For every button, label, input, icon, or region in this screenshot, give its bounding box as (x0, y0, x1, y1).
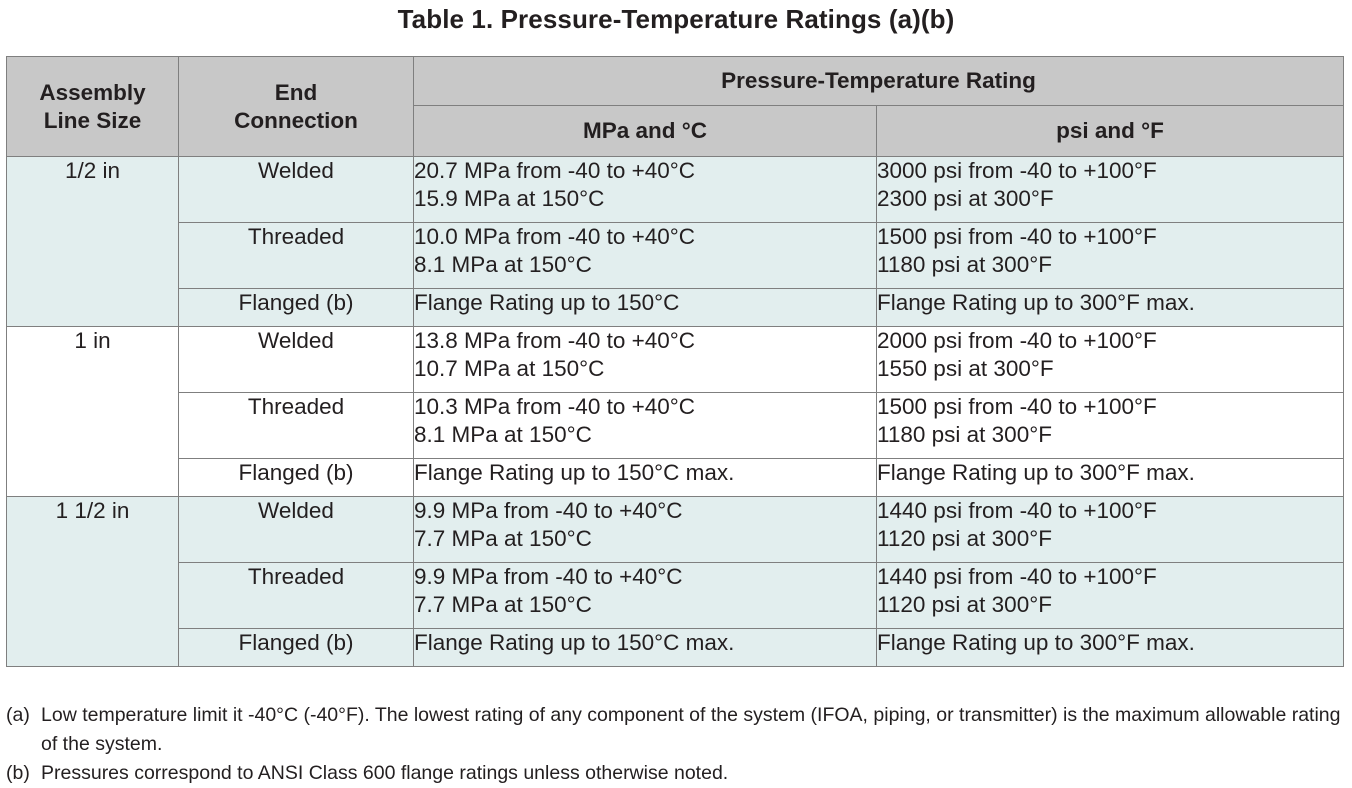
pressure-temperature-table: Assembly Line Size End Connection Pressu… (6, 56, 1344, 667)
metric-rating-cell: 13.8 MPa from -40 to +40°C 10.7 MPa at 1… (413, 326, 877, 393)
footnote-b: (b) Pressures correspond to ANSI Class 6… (6, 759, 1346, 788)
end-connection-cell: Threaded (178, 392, 414, 459)
table-row: Threaded 10.3 MPa from -40 to +40°C 8.1 … (7, 392, 1344, 459)
table-row: Flanged (b) Flange Rating up to 150°C Fl… (7, 288, 1344, 327)
header-assembly-line-size: Assembly Line Size (6, 56, 179, 157)
table-row: 1 1/2 in Welded 9.9 MPa from -40 to +40°… (6, 496, 1344, 667)
end-connection-cell: Flanged (b) (178, 288, 414, 327)
end-connection-cell: Flanged (b) (178, 458, 414, 497)
metric-rating-cell: 9.9 MPa from -40 to +40°C 7.7 MPa at 150… (413, 496, 877, 563)
line-size-cell: 1 in (6, 326, 179, 497)
table-title: Table 1. Pressure-Temperature Ratings (a… (397, 4, 955, 34)
footnote-text: Pressures correspond to ANSI Class 600 f… (41, 762, 729, 784)
footnote-a: (a) Low temperature limit it -40°C (-40°… (6, 701, 1346, 759)
metric-rating-cell: 10.3 MPa from -40 to +40°C 8.1 MPa at 15… (413, 392, 877, 459)
header-pressure-temperature-rating: Pressure-Temperature Rating (413, 56, 1344, 106)
footnote-text: Low temperature limit it -40°C (-40°F). … (41, 704, 1341, 755)
imperial-rating-cell: 1500 psi from -40 to +100°F 1180 psi at … (876, 392, 1344, 459)
imperial-rating-cell: Flange Rating up to 300°F max. (876, 458, 1344, 497)
imperial-rating-cell: 1440 psi from -40 to +100°F 1120 psi at … (876, 496, 1344, 563)
table-row: Flanged (b) Flange Rating up to 150°C ma… (7, 628, 1344, 667)
metric-rating-cell: 20.7 MPa from -40 to +40°C 15.9 MPa at 1… (413, 156, 877, 223)
table-footnotes: (a) Low temperature limit it -40°C (-40°… (6, 701, 1346, 788)
table-row: Threaded 9.9 MPa from -40 to +40°C 7.7 M… (7, 562, 1344, 629)
imperial-rating-cell: Flange Rating up to 300°F max. (876, 628, 1344, 667)
footnote-marker: (b) (6, 762, 30, 784)
line-size-cell: 1 1/2 in (6, 496, 179, 667)
end-connection-cell: Welded (178, 326, 414, 393)
imperial-rating-cell: 1440 psi from -40 to +100°F 1120 psi at … (876, 562, 1344, 629)
table-row: 1 in Welded 13.8 MPa from -40 to +40°C 1… (6, 326, 1344, 497)
table-row: Flanged (b) Flange Rating up to 150°C ma… (7, 458, 1344, 497)
metric-rating-cell: 10.0 MPa from -40 to +40°C 8.1 MPa at 15… (413, 222, 877, 289)
end-connection-cell: Welded (178, 496, 414, 563)
footnote-marker: (a) (6, 704, 30, 726)
metric-rating-cell: 9.9 MPa from -40 to +40°C 7.7 MPa at 150… (413, 562, 877, 629)
imperial-rating-cell: 3000 psi from -40 to +100°F 2300 psi at … (876, 156, 1344, 223)
line-size-cell: 1/2 in (6, 156, 179, 327)
end-connection-cell: Threaded (178, 222, 414, 289)
table-row: 1/2 in Welded 20.7 MPa from -40 to +40°C… (6, 156, 1344, 327)
metric-rating-cell: Flange Rating up to 150°C max. (413, 628, 877, 667)
table-row: Threaded 10.0 MPa from -40 to +40°C 8.1 … (7, 222, 1344, 289)
header-mpa-and-c: MPa and °C (413, 105, 877, 157)
end-connection-cell: Welded (178, 156, 414, 223)
imperial-rating-cell: Flange Rating up to 300°F max. (876, 288, 1344, 327)
end-connection-cell: Threaded (178, 562, 414, 629)
header-psi-and-f: psi and °F (876, 105, 1344, 157)
end-connection-cell: Flanged (b) (178, 628, 414, 667)
header-end-connection: End Connection (178, 56, 414, 157)
imperial-rating-cell: 1500 psi from -40 to +100°F 1180 psi at … (876, 222, 1344, 289)
imperial-rating-cell: 2000 psi from -40 to +100°F 1550 psi at … (876, 326, 1344, 393)
metric-rating-cell: Flange Rating up to 150°C (413, 288, 877, 327)
metric-rating-cell: Flange Rating up to 150°C max. (413, 458, 877, 497)
